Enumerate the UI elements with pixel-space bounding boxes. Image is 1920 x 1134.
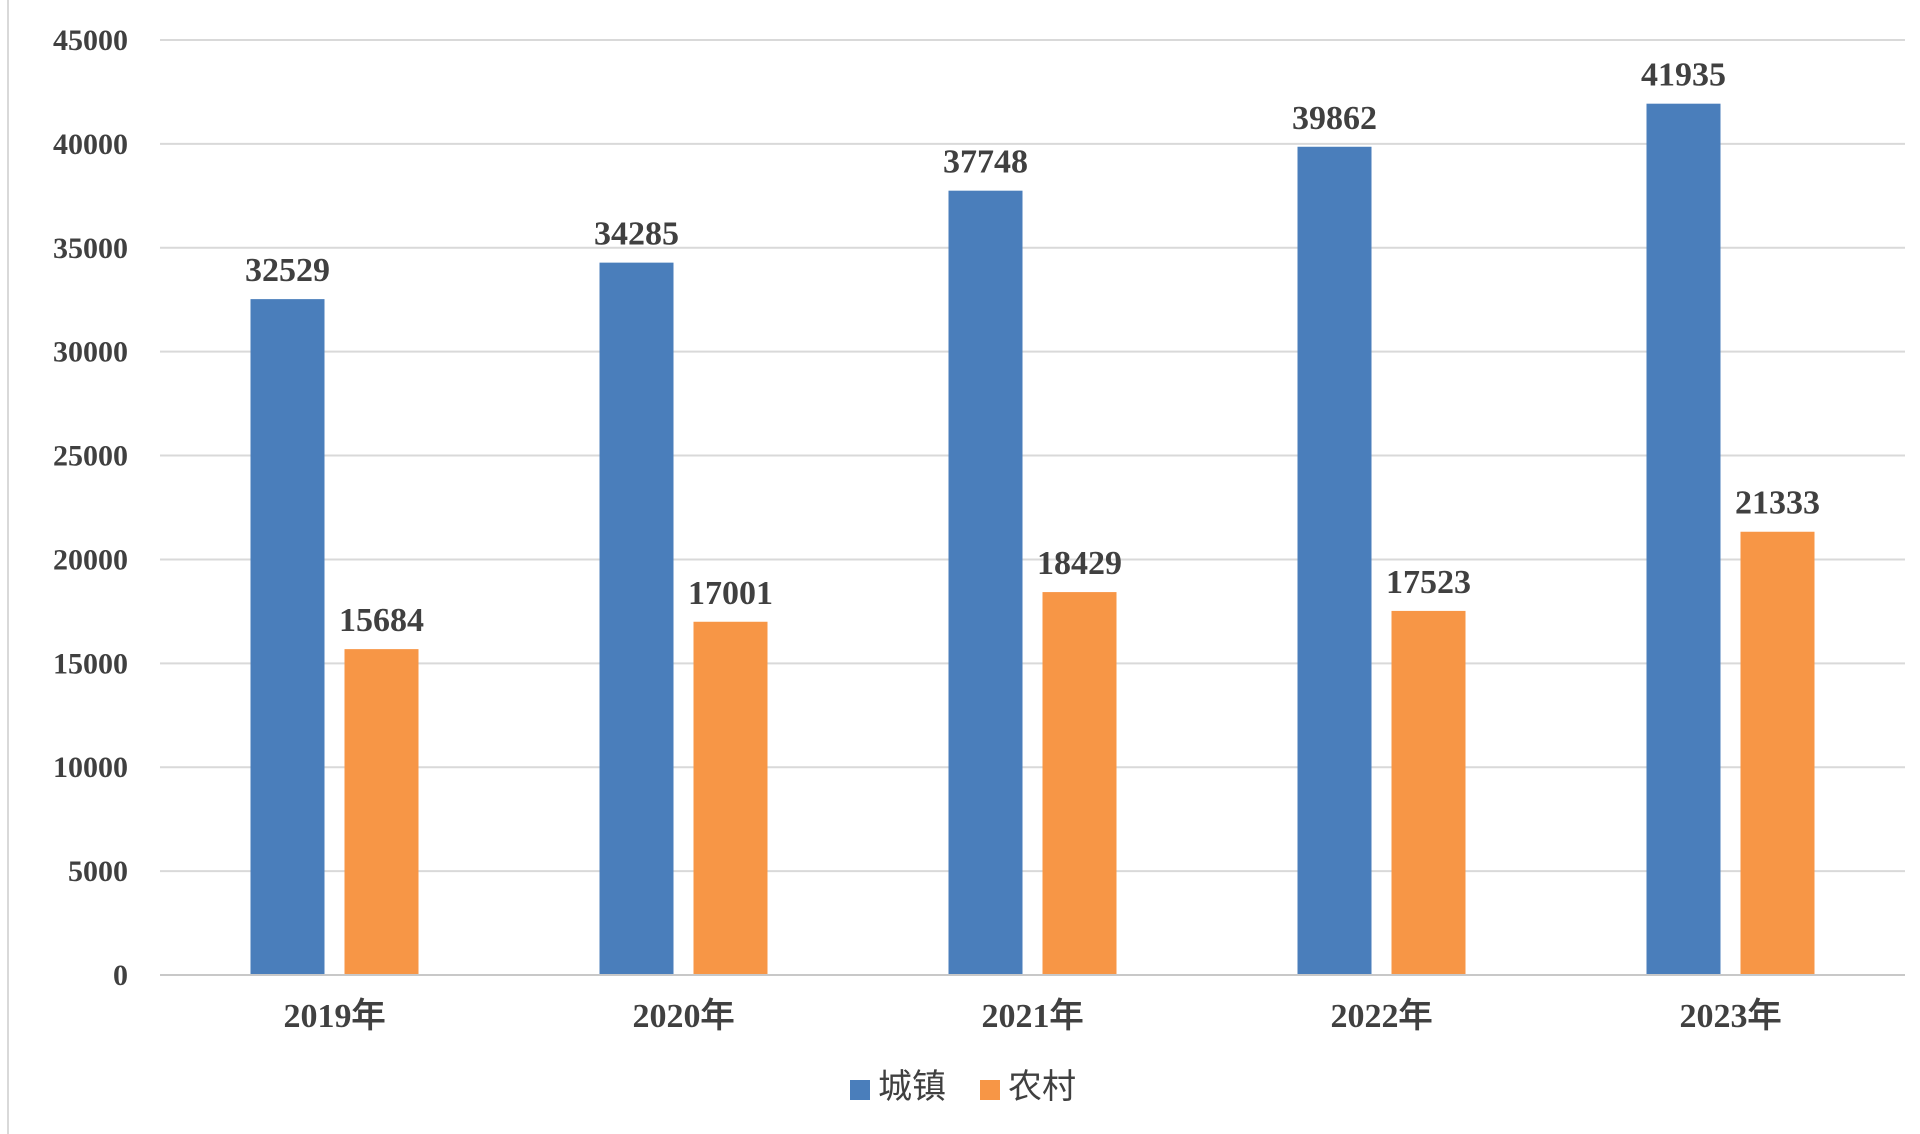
bar-城镇-2020年 (599, 262, 674, 975)
y-tick-label: 25000 (53, 440, 128, 473)
bar-农村-2021年 (1042, 592, 1117, 975)
legend-label-城镇: 城镇 (878, 1067, 946, 1107)
bar-城镇-2021年 (948, 190, 1023, 976)
y-tick-label: 5000 (68, 855, 128, 888)
y-tick-label: 15000 (53, 647, 128, 680)
y-tick-label: 35000 (53, 232, 128, 265)
bar-城镇-2022年 (1297, 146, 1372, 975)
legend-swatch-城镇 (850, 1080, 870, 1100)
x-axis-tick-labels: 2019年 2020年 2021年 2022年 2023年 (284, 997, 1782, 1035)
y-tick-label: 45000 (53, 24, 128, 57)
data-label-农村-2019年: 15684 (339, 602, 424, 639)
data-labels: 32529 15684 34285 17001 37748 18429 39862 17523… (245, 57, 1820, 639)
data-label-农村-2021年: 18429 (1037, 545, 1122, 582)
data-label-农村-2022年: 17523 (1386, 564, 1471, 601)
x-tick-label: 2022年 (1331, 997, 1433, 1035)
bar-农村-2022年 (1391, 610, 1466, 975)
gridlines (160, 39, 1905, 873)
y-tick-label: 0 (113, 959, 128, 992)
y-tick-label: 40000 (53, 128, 128, 161)
bar-农村-2019年 (344, 649, 419, 975)
y-tick-label: 10000 (53, 751, 128, 784)
data-label-城镇-2023年: 41935 (1641, 57, 1726, 94)
legend: 城镇 农村 (850, 1067, 1076, 1107)
y-axis-tick-labels: 0 5000 10000 15000 20000 25000 30000 35000 40000… (53, 24, 128, 992)
legend-swatch-农村 (980, 1080, 1000, 1100)
x-tick-label: 2020年 (633, 997, 735, 1035)
y-tick-label: 20000 (53, 543, 128, 576)
legend-label-农村: 农村 (1008, 1067, 1076, 1107)
x-tick-label: 2019年 (284, 997, 386, 1035)
bar-城镇-2023年 (1646, 103, 1721, 975)
data-label-城镇-2021年: 37748 (943, 144, 1028, 181)
bars (250, 103, 1815, 976)
bar-农村-2020年 (693, 621, 768, 975)
bar-城镇-2019年 (250, 299, 325, 976)
data-label-城镇-2019年: 32529 (245, 252, 330, 289)
data-label-农村-2023年: 21333 (1735, 485, 1820, 522)
y-tick-label: 30000 (53, 336, 128, 369)
data-label-城镇-2020年: 34285 (594, 216, 679, 253)
bar-农村-2023年 (1740, 531, 1815, 975)
data-label-城镇-2022年: 39862 (1292, 100, 1377, 137)
x-tick-label: 2021年 (982, 997, 1084, 1035)
x-tick-label: 2023年 (1680, 997, 1782, 1035)
data-label-农村-2020年: 17001 (688, 575, 773, 612)
